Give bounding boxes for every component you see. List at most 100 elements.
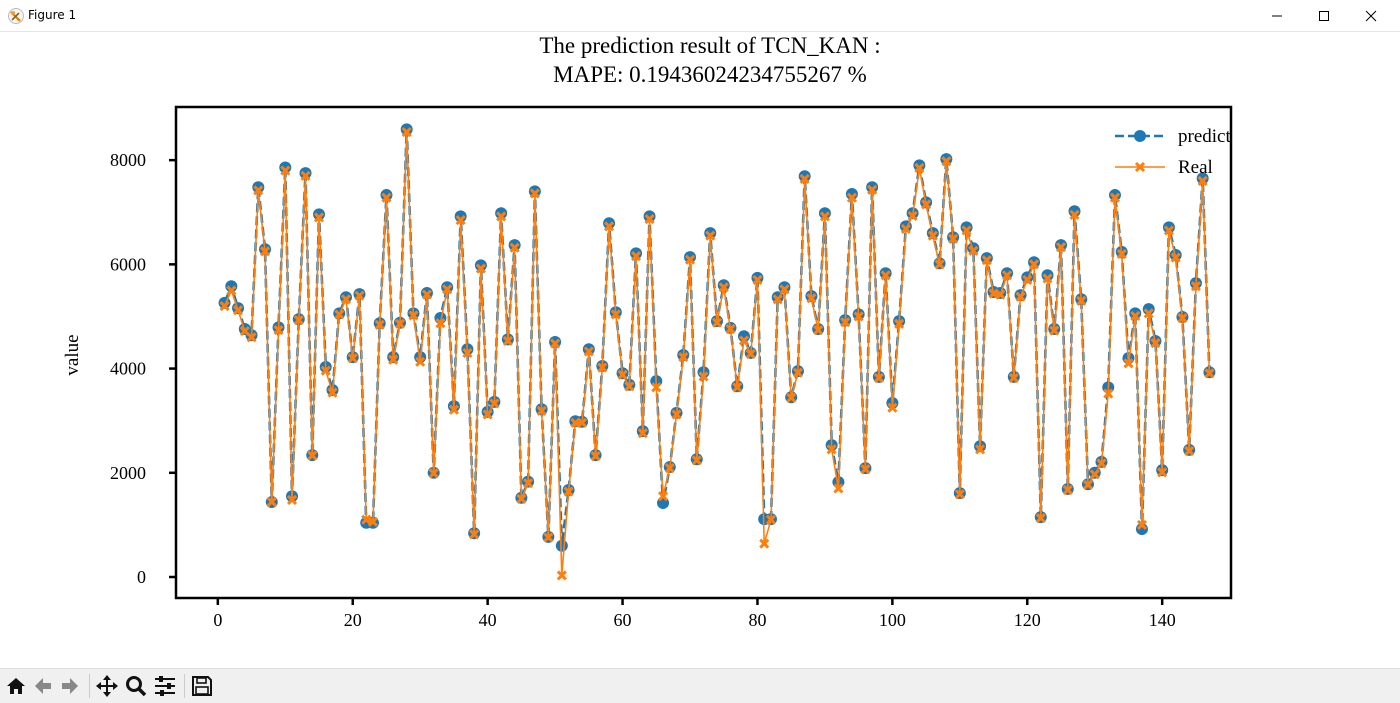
real-point [469, 529, 480, 540]
real-point [455, 215, 466, 226]
forward-button[interactable] [57, 673, 83, 699]
save-button[interactable] [189, 673, 215, 699]
real-point [610, 309, 621, 320]
legend-real-marker [1134, 161, 1146, 173]
real-point [765, 514, 777, 525]
real-point [1069, 209, 1080, 220]
real-point [1001, 270, 1013, 281]
real-point [738, 335, 750, 346]
real-point [408, 310, 419, 321]
y-tick-label: 6000 [110, 254, 146, 274]
legend-predict-label: predict [1178, 126, 1231, 147]
real-point [725, 323, 736, 335]
arrow-left-icon [35, 678, 51, 694]
legend-predict-marker [1134, 130, 1146, 142]
real-point [253, 185, 264, 196]
real-point [732, 382, 743, 393]
pan-button[interactable] [94, 673, 120, 699]
y-tick-label: 0 [137, 567, 146, 587]
y-axis-label: value [62, 334, 83, 375]
predict-point [400, 123, 413, 136]
real-point [543, 532, 554, 543]
real-point [617, 369, 628, 380]
predict-point [643, 210, 656, 223]
real-point [1136, 519, 1148, 530]
real-point [907, 210, 918, 221]
real-point [523, 478, 534, 489]
real-point [840, 317, 851, 328]
real-point [948, 233, 959, 244]
legend: predict Real [1115, 126, 1231, 178]
predict-point [967, 242, 980, 255]
real-point [246, 332, 257, 343]
real-point [867, 184, 878, 195]
figure-canvas: The prediction result of TCN_KAN : MAPE:… [0, 32, 1400, 668]
real-point [1184, 445, 1195, 456]
real-point [219, 300, 230, 312]
real-point [307, 450, 318, 461]
toolbar-separator [89, 674, 90, 698]
predict-point [603, 217, 616, 230]
real-point [583, 346, 594, 357]
real-point [921, 199, 932, 210]
real-point [894, 318, 905, 329]
real-point [1022, 274, 1033, 286]
floppy-disk-icon [192, 676, 212, 696]
real-point [927, 230, 938, 241]
predict-point [798, 170, 811, 183]
real-point [529, 188, 540, 199]
real-point [873, 372, 884, 384]
real-point [516, 493, 527, 504]
predict-point [684, 251, 697, 264]
x-tick-label: 80 [748, 610, 766, 630]
real-point [1157, 467, 1168, 478]
back-button[interactable] [30, 673, 56, 699]
real-point [833, 483, 844, 494]
real-point [887, 402, 898, 413]
real-point [509, 242, 520, 253]
real-point [320, 365, 331, 376]
real-point [995, 289, 1006, 300]
real-point [381, 192, 392, 203]
home-button[interactable] [3, 673, 29, 699]
magnifier-icon [126, 676, 147, 697]
x-tick-label: 60 [614, 610, 632, 630]
real-point [536, 405, 547, 416]
real-point [1103, 388, 1114, 399]
real-point [1130, 310, 1141, 322]
move-icon [96, 675, 118, 697]
real-point [752, 274, 763, 286]
real-point [226, 285, 237, 296]
real-point [1082, 479, 1094, 490]
real-point [1008, 372, 1019, 384]
minimize-button[interactable] [1254, 0, 1300, 32]
zoom-button[interactable] [123, 673, 149, 699]
real-point [1197, 175, 1208, 187]
predict-point [818, 207, 831, 220]
predict-point [913, 159, 926, 172]
predict-point [1129, 307, 1142, 320]
real-point [678, 352, 689, 363]
maximize-button[interactable] [1301, 0, 1347, 32]
real-point [597, 362, 608, 373]
real-point [232, 305, 244, 316]
real-point [442, 284, 453, 295]
real-point [1049, 325, 1060, 336]
real-point [630, 250, 642, 262]
real-point [745, 348, 756, 360]
real-point [462, 347, 473, 359]
real-point [415, 356, 426, 367]
real-point [1190, 281, 1201, 292]
real-point [1035, 513, 1046, 524]
close-button[interactable] [1348, 0, 1394, 32]
configure-subplots-button[interactable] [152, 673, 178, 699]
toolbar-separator [184, 674, 185, 698]
real-point [334, 309, 345, 320]
real-point [759, 538, 770, 549]
predict-point [1196, 172, 1209, 185]
real-point [954, 489, 965, 500]
predict-point [495, 207, 508, 220]
real-point [698, 371, 709, 382]
real-point [1028, 259, 1040, 270]
real-point [286, 494, 298, 505]
